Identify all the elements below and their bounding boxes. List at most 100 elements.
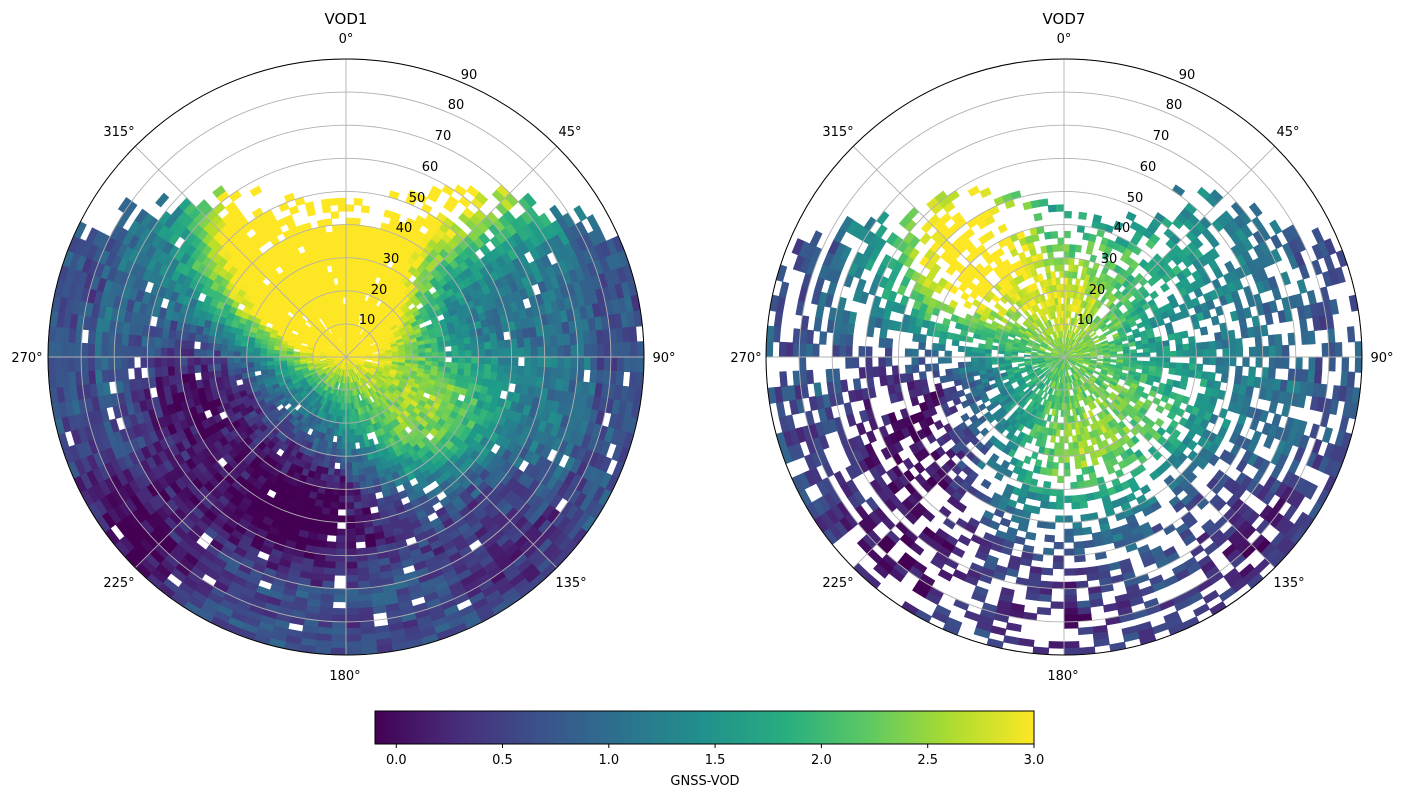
- heatmap-cell: [325, 541, 337, 550]
- heatmap-cell: [226, 350, 234, 358]
- heatmap-cell: [239, 351, 248, 358]
- heatmap-cell: [425, 356, 433, 362]
- heatmap-cell: [345, 204, 355, 212]
- heatmap-cell: [368, 499, 379, 508]
- heatmap-cell: [67, 342, 76, 358]
- heatmap-cell: [345, 627, 361, 636]
- heatmap-cell: [577, 344, 585, 358]
- heatmap-cell: [345, 555, 358, 563]
- heatmap-cell: [186, 356, 195, 366]
- heatmap-cell: [457, 344, 466, 352]
- heatmap-cell: [418, 352, 426, 358]
- heatmap-cell: [345, 581, 359, 590]
- heatmap-cell: [107, 344, 115, 358]
- heatmap-cell: [74, 356, 82, 372]
- heatmap-cell: [252, 356, 261, 363]
- heatmap-cell: [133, 345, 142, 358]
- heatmap-cell: [338, 488, 347, 497]
- heatmap-cell: [550, 356, 559, 369]
- panel-title: VOD1: [325, 10, 368, 28]
- heatmap-cell: [320, 198, 331, 207]
- radial-tick-label: 40: [396, 221, 413, 236]
- heatmap-cell: [359, 440, 366, 449]
- heatmap-cell: [54, 356, 62, 373]
- heatmap-cell: [233, 344, 241, 352]
- heatmap-cell: [167, 337, 176, 349]
- heatmap-cell: [180, 347, 188, 358]
- heatmap-cell: [351, 237, 359, 246]
- heatmap-cell: [345, 462, 353, 470]
- heatmap-cell: [340, 442, 347, 451]
- heatmap-cell: [54, 341, 62, 358]
- heatmap-cell: [327, 238, 335, 247]
- heatmap-cell: [322, 567, 336, 576]
- heatmap-cell: [200, 341, 209, 351]
- heatmap-cell: [353, 508, 363, 517]
- heatmap-cell: [87, 329, 97, 345]
- heatmap-cell: [147, 335, 156, 348]
- heatmap-cell: [80, 356, 89, 372]
- heatmap-cell: [583, 343, 592, 358]
- heatmap-cell: [94, 356, 102, 371]
- heatmap-cell: [200, 371, 209, 381]
- heatmap-cell: [1059, 376, 1063, 384]
- heatmap-cell: [193, 364, 202, 374]
- radial-tick-label: 60: [422, 160, 439, 175]
- heatmap-cell: [352, 217, 361, 226]
- polar-panel-vod1: VOD1 0° 45° 90° 135° 180° 225° 270° 315°…: [11, 10, 675, 684]
- heatmap-cell: [345, 535, 357, 543]
- heatmap-cell: [345, 263, 352, 272]
- heatmap-cell: [444, 351, 453, 358]
- heatmap-cell: [570, 344, 579, 358]
- heatmap-cell: [339, 297, 344, 305]
- heatmap-cell: [213, 349, 221, 358]
- heatmap-cell: [596, 356, 605, 371]
- heatmap-cell: [537, 356, 546, 368]
- heatmap-cell: [336, 435, 343, 444]
- heatmap-cell: [457, 362, 466, 370]
- heatmap-cell: [206, 349, 215, 358]
- heatmap-cell: [549, 367, 558, 380]
- heatmap-cell: [517, 347, 526, 358]
- heatmap-cell: [345, 217, 354, 226]
- heatmap-cell: [345, 521, 356, 530]
- heatmap-cell: [334, 561, 347, 570]
- heatmap-cell: [516, 337, 525, 349]
- heatmap-cell: [451, 362, 459, 370]
- heatmap-cell: [345, 416, 350, 424]
- heatmap-cell: [451, 344, 459, 352]
- polar-panel-vod7: VOD7 0° 45° 90° 135° 180° 225° 270° 315°…: [730, 10, 1393, 684]
- heatmap-cell: [199, 349, 208, 358]
- heatmap-cell: [477, 342, 486, 351]
- heatmap-cell: [345, 568, 358, 576]
- heatmap-cell: [331, 481, 340, 490]
- heatmap-cell: [497, 364, 506, 374]
- heatmap-cell: [226, 344, 235, 352]
- heatmap-cell: [87, 356, 96, 371]
- angular-tick-label: 90°: [652, 351, 675, 366]
- heatmap-cell: [279, 356, 287, 361]
- heatmap-cell: [345, 283, 351, 292]
- heatmap-cell: [340, 257, 347, 265]
- heatmap-cell: [1037, 353, 1045, 357]
- heatmap-cell: [345, 614, 361, 623]
- heatmap-cell: [186, 364, 195, 374]
- heatmap-cell: [345, 442, 352, 451]
- heatmap-cell: [324, 547, 337, 556]
- heatmap-cell: [354, 527, 366, 536]
- heatmap-cell: [616, 356, 625, 372]
- heatmap-cell: [331, 627, 347, 636]
- heatmap-cell: [337, 277, 343, 285]
- heatmap-cell: [351, 468, 359, 477]
- angular-tick-label: 135°: [555, 576, 586, 591]
- heatmap-cell: [371, 359, 380, 363]
- heatmap-cell: [345, 475, 353, 484]
- heatmap-cell: [339, 462, 347, 470]
- heatmap-cell: [332, 475, 341, 483]
- heatmap-cell: [213, 356, 221, 365]
- heatmap-cell: [530, 356, 539, 368]
- heatmap-cell: [349, 422, 354, 431]
- heatmap-cell: [166, 347, 175, 358]
- heatmap-cell: [345, 230, 353, 239]
- heatmap-cell: [325, 231, 334, 240]
